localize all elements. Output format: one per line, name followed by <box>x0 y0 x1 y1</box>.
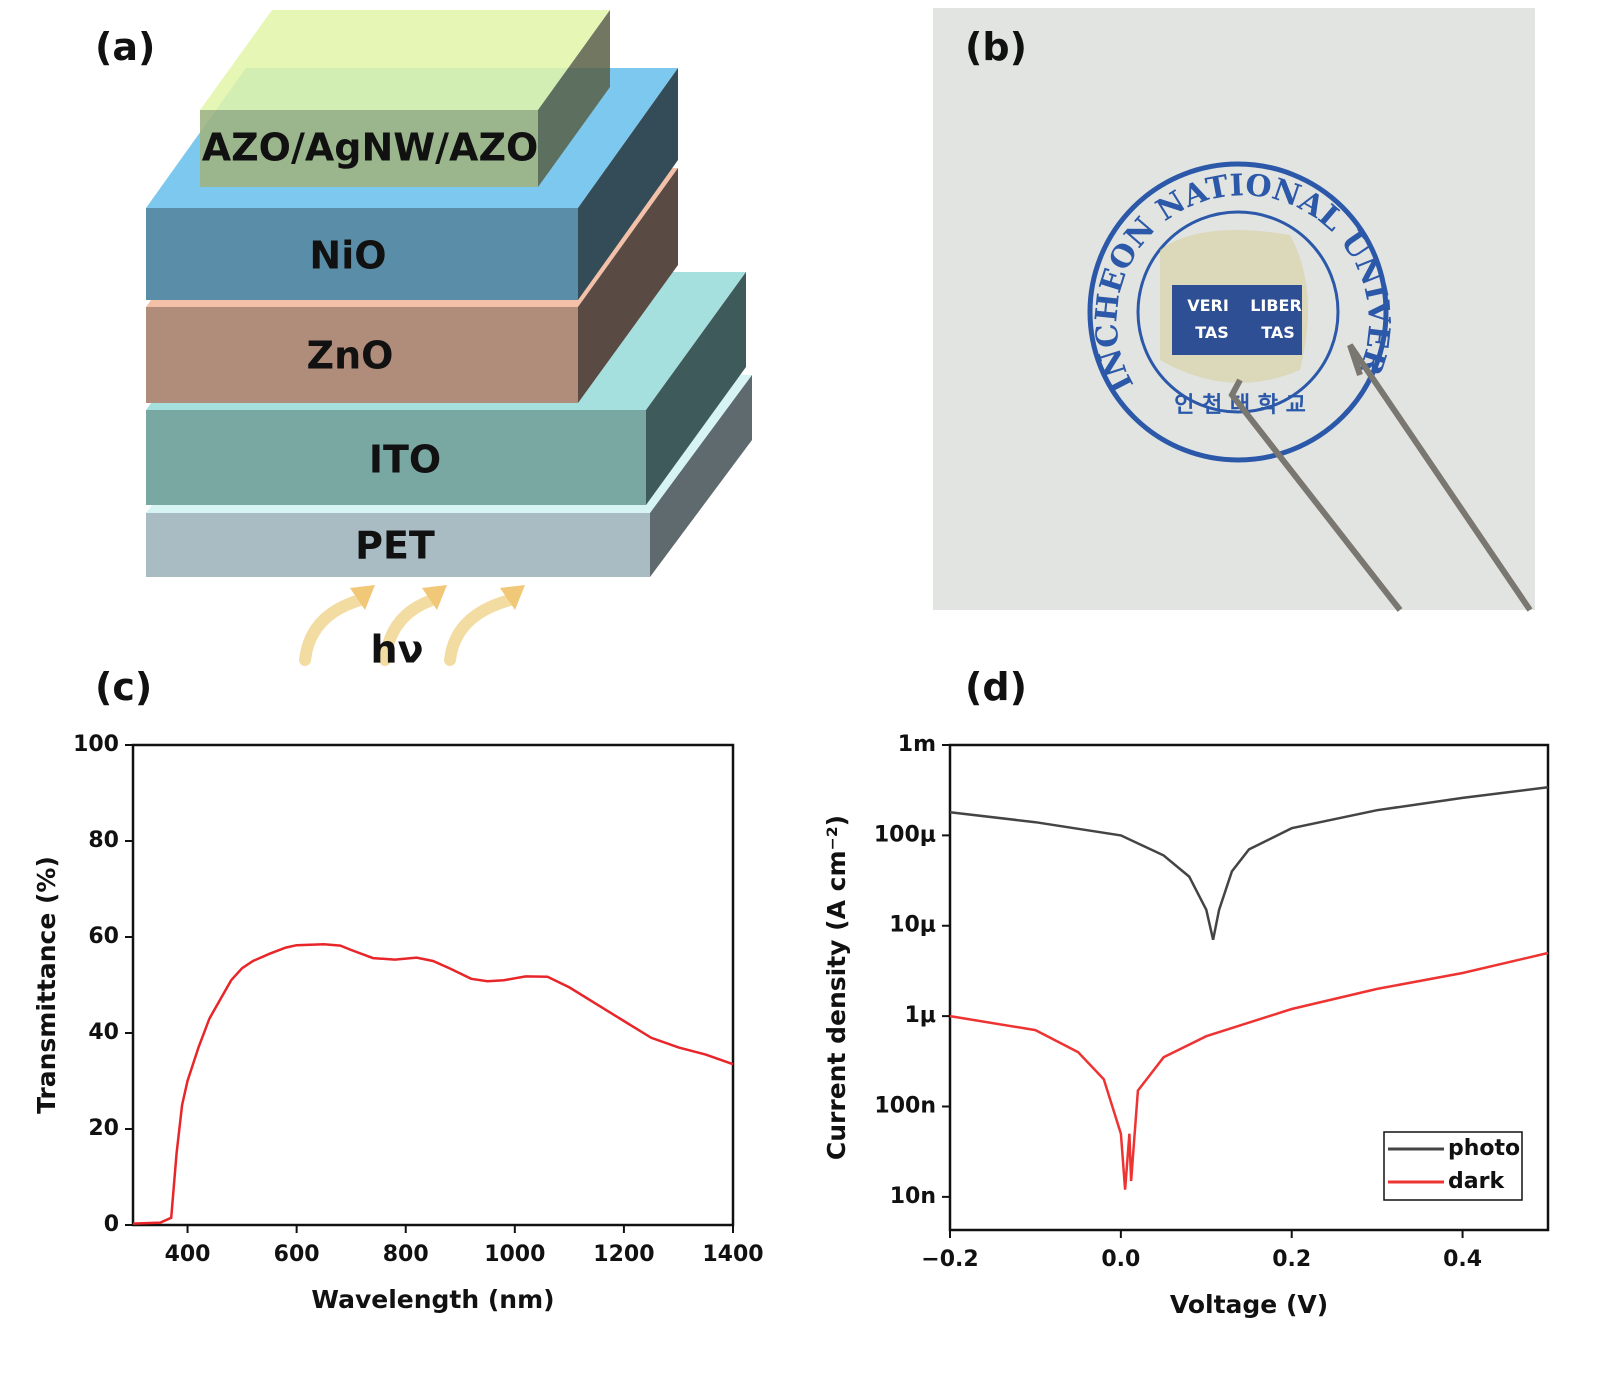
layer-label: AZO/AgNW/AZO <box>202 126 539 170</box>
y-tick-label: 1μ <box>905 1003 937 1028</box>
data-line <box>949 951 1549 1190</box>
y-tick-label: 100n <box>874 1093 936 1118</box>
y-tick-label: 10μ <box>889 913 936 938</box>
x-tick-label: 1400 <box>702 1242 763 1267</box>
x-tick-label: 600 <box>274 1242 320 1267</box>
layer-label: PET <box>355 524 435 568</box>
y-tick-label: 80 <box>88 828 119 853</box>
x-axis-label: Wavelength (nm) <box>311 1285 554 1314</box>
x-tick-label: 1000 <box>484 1242 545 1267</box>
seal-shield <box>1172 285 1302 355</box>
layer-side <box>578 68 678 300</box>
x-tick-label: 0.2 <box>1272 1247 1311 1272</box>
panel-label: (d) <box>965 665 1027 709</box>
seal-ring <box>1087 161 1389 463</box>
legend-label: dark <box>1448 1169 1505 1194</box>
x-tick-label: 800 <box>383 1242 429 1267</box>
light-arrows <box>299 594 516 666</box>
legend-label: photo <box>1448 1136 1520 1161</box>
legend-box <box>1383 1131 1523 1201</box>
layer-side <box>578 168 678 403</box>
layer-side <box>650 375 752 577</box>
y-tick-label: 1m <box>898 732 936 757</box>
layer-front <box>146 208 578 300</box>
data-line <box>949 786 1549 940</box>
layer-side <box>538 10 610 187</box>
layer-label: ITO <box>369 438 441 482</box>
motto: TAS <box>1195 323 1229 342</box>
layer-top <box>200 10 610 110</box>
plot-frame <box>948 743 1550 1232</box>
arrow-heads <box>350 585 525 610</box>
y-tick-label: 60 <box>88 924 119 949</box>
y-tick-label: 40 <box>88 1020 119 1045</box>
plot-frame <box>131 743 735 1227</box>
panel-label: (b) <box>965 25 1027 69</box>
y-tick-label: 0 <box>104 1212 119 1237</box>
device-diagram: (a) AZO/AgNW/AZO NiO ZnO ITO PET hν <box>95 10 752 672</box>
x-tick-label: 1200 <box>593 1242 654 1267</box>
panel-label: (c) <box>95 665 152 709</box>
y-axis-label: Transmittance (%) <box>32 856 61 1114</box>
layer-front <box>146 307 578 403</box>
layer-front <box>146 410 646 505</box>
x-tick-label: −0.2 <box>921 1247 978 1272</box>
x-axis-label: Voltage (V) <box>1170 1290 1328 1319</box>
motto: TAS <box>1261 323 1295 342</box>
x-tick-label: 0.0 <box>1101 1247 1140 1272</box>
y-tick-label: 100 <box>73 732 119 757</box>
y-tick-label: 10n <box>890 1184 936 1209</box>
x-tick-label: 400 <box>165 1242 211 1267</box>
layer-front <box>146 513 650 577</box>
y-tick-label: 20 <box>88 1116 119 1141</box>
layer-label: ZnO <box>307 334 394 378</box>
seal-ring <box>1136 210 1340 414</box>
layer-side <box>646 272 746 505</box>
x-tick-label: 0.4 <box>1443 1247 1482 1272</box>
data-line <box>132 942 734 1225</box>
layer-front <box>200 110 538 187</box>
y-tick-label: 100μ <box>874 822 936 847</box>
tweezers <box>1228 343 1533 612</box>
motto: VERI <box>1187 296 1229 315</box>
y-axis-label: Current density (A cm⁻²) <box>822 815 851 1160</box>
motto: LIBER <box>1250 296 1302 315</box>
light-label: hν <box>371 628 424 672</box>
panel-label: (a) <box>95 25 155 69</box>
layer-label: NiO <box>309 234 386 278</box>
